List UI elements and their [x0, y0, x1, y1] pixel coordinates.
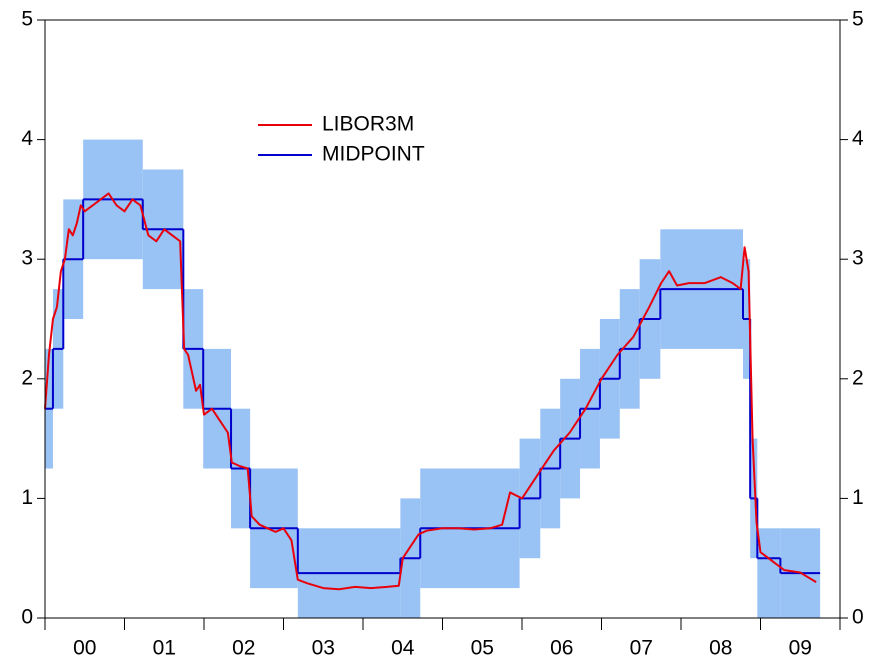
- y2-tick-label: 3: [852, 247, 864, 270]
- x-tick-label: 02: [232, 637, 255, 660]
- y-tick-label: 2: [21, 366, 33, 389]
- y2-tick-label: 4: [852, 127, 864, 150]
- x-tick-label: 05: [471, 637, 494, 660]
- band-segment: [757, 528, 781, 618]
- y2-tick-label: 5: [852, 8, 864, 31]
- legend-label: LIBOR3M: [322, 113, 414, 136]
- y-tick-label: 5: [21, 8, 33, 31]
- libor-line: [44, 192, 817, 591]
- y-tick-label: 3: [21, 247, 33, 270]
- y-tick-label: 0: [21, 606, 33, 629]
- y-tick-label: 1: [21, 486, 33, 509]
- legend-label: MIDPOINT: [322, 143, 425, 166]
- y2-tick-label: 1: [852, 486, 864, 509]
- x-tick-label: 09: [789, 637, 812, 660]
- x-tick-label: 04: [391, 637, 415, 660]
- x-tick-label: 08: [709, 637, 732, 660]
- y2-tick-label: 0: [852, 606, 864, 629]
- x-tick-label: 07: [630, 637, 653, 660]
- y2-tick-label: 2: [852, 366, 864, 389]
- x-tick-label: 01: [153, 637, 176, 660]
- x-tick-label: 00: [73, 637, 96, 660]
- x-tick-label: 06: [550, 637, 573, 660]
- x-tick-label: 03: [312, 637, 335, 660]
- y-tick-label: 4: [21, 127, 33, 150]
